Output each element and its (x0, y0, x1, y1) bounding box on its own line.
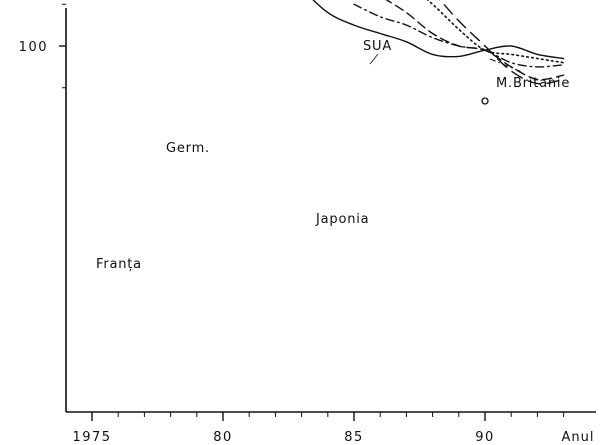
series-lines (312, 0, 565, 85)
series-line-germ (385, 0, 565, 81)
label-m-britanie: M.Britanie (496, 76, 570, 91)
x-axis-ticks: 1975 80 85 90 (72, 412, 565, 445)
convergence-marker (481, 97, 489, 105)
x-axis-title: Anul (562, 430, 595, 445)
leader-sua (369, 53, 379, 65)
label-germ: Germ. (166, 141, 210, 156)
series-labels: SUA Germ. Franța Japonia M.Britanie (96, 39, 570, 272)
series-line-m-britanie (353, 3, 565, 68)
x-tick-label: 90 (475, 430, 495, 445)
y-axis-ticks: 20406080100 (19, 3, 66, 89)
x-tick-label: 80 (213, 430, 233, 445)
label-japonia: Japonia (315, 212, 369, 227)
x-tick-label: 85 (344, 430, 364, 445)
leader-m-britanie (489, 58, 523, 73)
series-line-sua (312, 0, 565, 60)
y-axis: 20406080100 (19, 3, 67, 412)
label-franta: Franța (96, 257, 142, 272)
y-tick-label: 100 (19, 40, 48, 55)
label-sua: SUA (363, 39, 392, 54)
series-line-japonia (439, 0, 565, 85)
x-tick-label: 1975 (72, 430, 111, 445)
x-axis: 1975 80 85 90 Anul (66, 411, 596, 445)
